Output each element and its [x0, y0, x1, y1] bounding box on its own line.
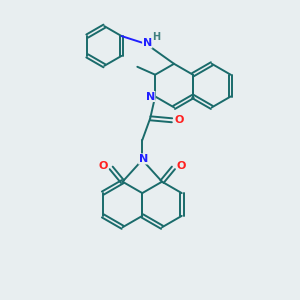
Text: N: N: [139, 154, 148, 164]
Text: N: N: [143, 38, 152, 48]
Text: O: O: [177, 161, 186, 171]
Text: H: H: [152, 32, 160, 42]
Text: O: O: [174, 115, 184, 125]
Text: O: O: [98, 161, 108, 171]
Text: N: N: [146, 92, 155, 101]
